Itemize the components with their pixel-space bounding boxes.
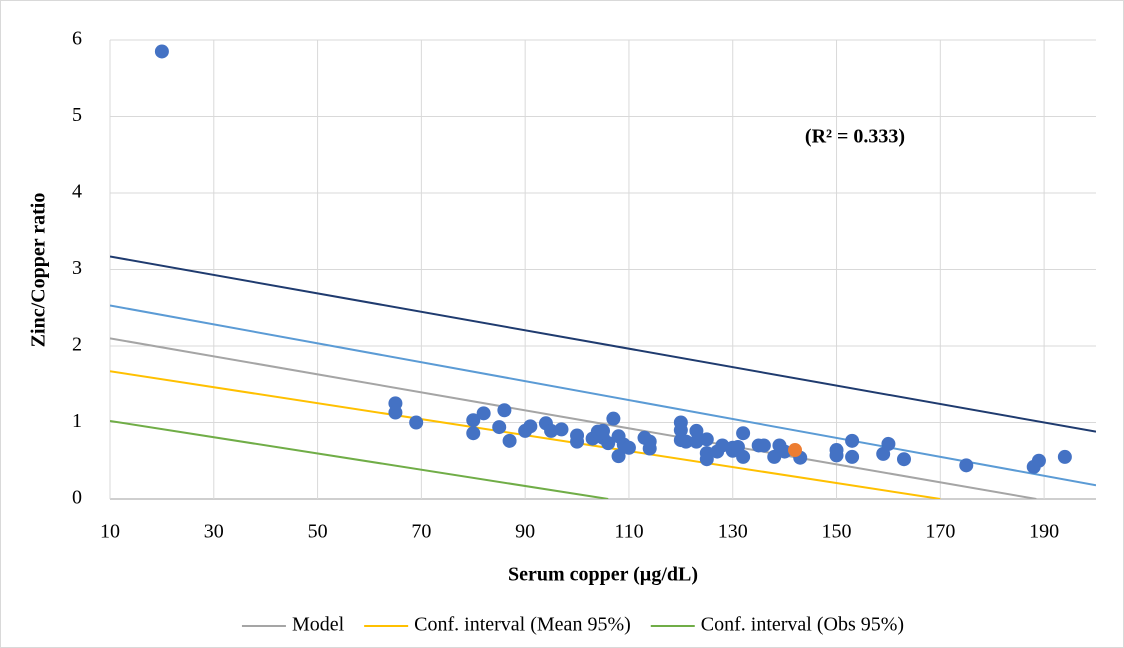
point	[621, 440, 636, 455]
legend-label: Model	[292, 614, 345, 636]
line	[110, 419, 609, 499]
x-tick-label: 110	[614, 521, 643, 543]
x-tick-label: 170	[925, 521, 955, 543]
y-tick-label: 0	[72, 487, 82, 509]
legend-item: Conf. interval (Obs 95%)	[650, 614, 904, 636]
y-tick-label: 4	[72, 181, 82, 203]
point	[502, 433, 517, 448]
point	[1031, 453, 1046, 468]
line	[110, 304, 1096, 487]
point	[497, 403, 512, 418]
point	[601, 436, 616, 451]
x-tick-label: 10	[100, 521, 120, 543]
point	[492, 420, 507, 435]
point	[544, 423, 559, 438]
point	[154, 44, 169, 59]
point	[466, 426, 481, 441]
y-axis-label: Zinc/Copper ratio	[28, 193, 50, 348]
point	[523, 419, 538, 434]
point	[611, 449, 626, 464]
point	[788, 443, 803, 458]
point	[388, 405, 403, 420]
point	[476, 406, 491, 421]
point	[642, 441, 657, 456]
point	[606, 411, 621, 426]
y-tick-label: 5	[72, 104, 82, 126]
x-tick-label: 70	[411, 521, 431, 543]
y-tick-label: 2	[72, 334, 82, 356]
x-tick-label: 150	[822, 521, 852, 543]
x-tick-label: 30	[204, 521, 224, 543]
y-tick-label: 3	[72, 257, 82, 279]
point	[736, 426, 751, 441]
point	[689, 423, 704, 438]
x-axis-label: Serum copper (µg/dL)	[508, 564, 698, 586]
point	[466, 413, 481, 428]
point	[554, 422, 569, 437]
point	[829, 448, 844, 463]
legend-item: Model	[241, 614, 345, 636]
point	[673, 423, 688, 438]
point	[409, 415, 424, 430]
x-tick-label: 190	[1029, 521, 1059, 543]
legend-label: Conf. interval (Mean 95%)	[414, 614, 631, 636]
point	[845, 433, 860, 448]
point	[959, 458, 974, 473]
point	[881, 436, 896, 451]
legend-item: Conf. interval (Mean 95%)	[364, 614, 631, 636]
point	[767, 449, 782, 464]
x-tick-label: 50	[308, 521, 328, 543]
point	[736, 449, 751, 464]
point	[756, 438, 771, 453]
point	[699, 452, 714, 467]
point	[679, 434, 694, 449]
point	[699, 432, 714, 447]
line	[110, 337, 1037, 499]
annotation: (R² = 0.333)	[805, 126, 905, 148]
y-tick-label: 1	[72, 410, 82, 432]
point	[596, 423, 610, 438]
point	[570, 434, 585, 449]
x-tick-label: 90	[515, 521, 535, 543]
y-tick-label: 6	[72, 28, 82, 50]
x-tick-label: 130	[718, 521, 748, 543]
point	[896, 452, 911, 467]
point	[845, 449, 860, 464]
point	[1057, 449, 1072, 464]
point	[777, 444, 792, 459]
legend-label: Conf. interval (Obs 95%)	[701, 614, 904, 636]
line	[110, 255, 1096, 433]
